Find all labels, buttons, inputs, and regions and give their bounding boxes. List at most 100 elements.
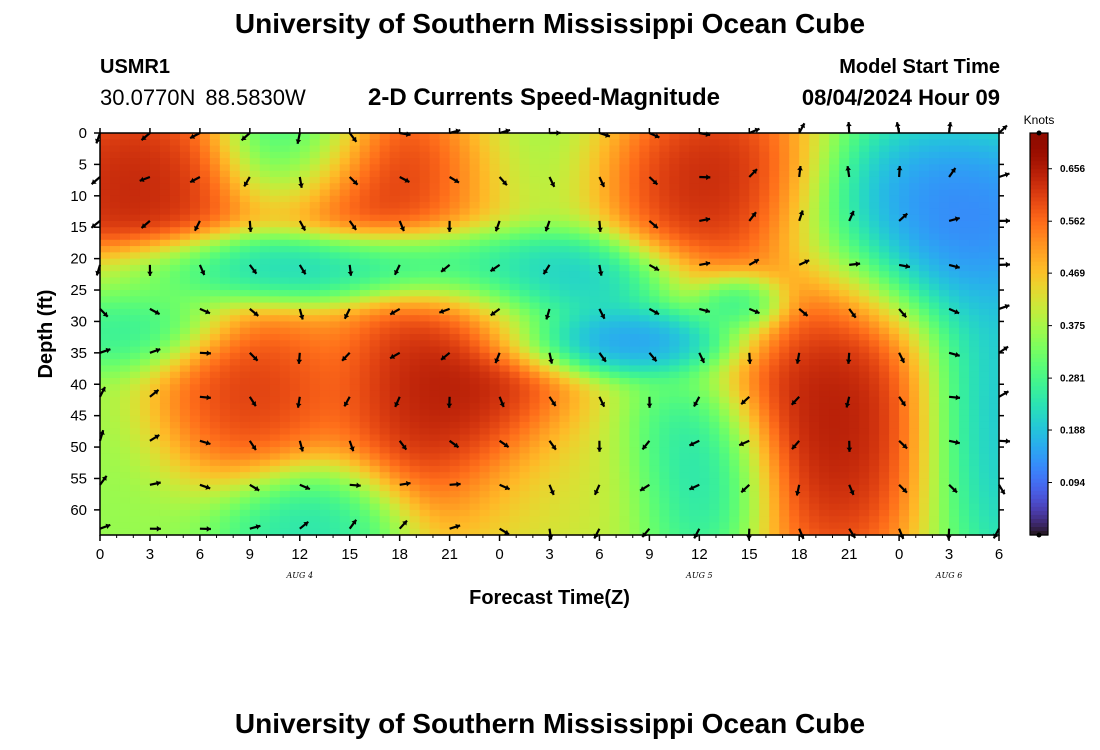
current-arrow [394, 396, 401, 408]
current-arrow [343, 308, 351, 320]
current-arrow [948, 394, 961, 401]
current-arrow [597, 220, 603, 232]
current-arrow [149, 480, 161, 487]
current-arrow [248, 264, 258, 275]
current-arrow [298, 264, 307, 275]
current-arrow [189, 176, 201, 184]
current-arrow [948, 439, 961, 445]
current-arrow [998, 172, 1010, 179]
current-arrow [140, 132, 151, 141]
current-arrow [449, 481, 461, 488]
current-arrow [298, 440, 305, 452]
current-arrow [149, 434, 160, 442]
current-arrow [693, 396, 701, 408]
current-arrow [348, 440, 355, 452]
day-label: AUG 4 [286, 571, 314, 580]
current-arrow [898, 352, 906, 364]
current-arrow [797, 165, 803, 178]
current-arrow [998, 390, 1010, 398]
current-arrow [844, 396, 851, 408]
current-arrow [298, 176, 304, 188]
current-arrow [845, 165, 851, 178]
current-arrow [499, 483, 511, 491]
current-arrow [698, 352, 706, 364]
current-arrow [748, 211, 757, 222]
current-arrow [598, 176, 606, 188]
current-arrow [348, 519, 358, 530]
current-arrow [448, 439, 460, 449]
current-arrow [449, 176, 460, 184]
current-arrow [738, 439, 750, 447]
x-tick-label: 15 [741, 546, 758, 563]
current-arrow [449, 524, 461, 530]
current-arrow [399, 480, 411, 487]
colorbar-end-marker [1036, 130, 1042, 136]
current-arrow [489, 263, 501, 273]
current-arrow [795, 352, 801, 364]
current-arrow [748, 258, 760, 266]
current-arrow [341, 352, 351, 362]
day-label: AUG 6 [935, 571, 963, 580]
current-arrow [598, 352, 607, 363]
current-arrow [848, 210, 855, 222]
colorbar-tick-label: 0.562 [1060, 217, 1085, 228]
current-arrow [598, 396, 606, 408]
current-arrow [598, 308, 606, 320]
current-arrow [199, 439, 211, 446]
x-tick-label: 12 [691, 546, 708, 563]
x-tick-label: 3 [945, 546, 953, 563]
current-arrow [240, 132, 251, 142]
current-arrow [99, 475, 108, 486]
current-arrow [199, 394, 211, 401]
current-arrow [848, 308, 857, 319]
current-arrow [648, 352, 658, 363]
x-tick-label: 18 [791, 546, 808, 563]
current-arrow [298, 220, 307, 232]
current-arrow [147, 264, 153, 276]
current-arrow [149, 307, 161, 316]
footer-title: University of Southern Mississippi Ocean… [234, 708, 866, 739]
current-arrow [298, 308, 305, 320]
current-arrow [189, 132, 201, 140]
current-arrow [688, 483, 700, 491]
current-arrow [249, 352, 259, 362]
x-tick-label: 18 [391, 546, 408, 563]
current-arrow [593, 484, 601, 496]
current-arrow [149, 347, 161, 354]
current-arrow [249, 524, 261, 530]
current-arrow [438, 307, 450, 314]
current-arrow [99, 347, 111, 354]
current-arrow [348, 176, 359, 186]
current-arrow [199, 526, 211, 532]
current-arrow [299, 520, 309, 530]
x-tick-label: 21 [841, 546, 858, 563]
longitude: 88.5830W [205, 85, 306, 110]
y-tick-label: 45 [70, 408, 87, 425]
current-arrow [748, 127, 760, 135]
current-arrow [948, 263, 960, 270]
current-arrow [149, 525, 161, 532]
current-arrow [998, 484, 1006, 495]
y-tick-label: 60 [70, 502, 87, 519]
current-arrow [199, 350, 211, 356]
current-arrow [998, 261, 1011, 268]
current-arrow [542, 264, 551, 275]
current-arrow [898, 308, 908, 319]
x-tick-label: 0 [96, 546, 104, 563]
day-label: AUG 5 [685, 571, 713, 580]
current-arrow [948, 167, 957, 178]
current-arrow [295, 132, 302, 145]
station-coordinates: 30.0770N 88.5830W [100, 85, 316, 111]
current-arrow [699, 260, 711, 267]
current-arrow [299, 483, 311, 491]
x-tick-label: 6 [196, 546, 204, 563]
current-arrow [544, 220, 551, 232]
current-arrow [490, 308, 501, 317]
current-arrow [343, 396, 351, 407]
current-arrow [348, 220, 357, 231]
current-arrow [948, 216, 960, 222]
current-arrow [389, 351, 401, 360]
current-arrow [998, 345, 1009, 354]
current-arrow [548, 484, 555, 496]
